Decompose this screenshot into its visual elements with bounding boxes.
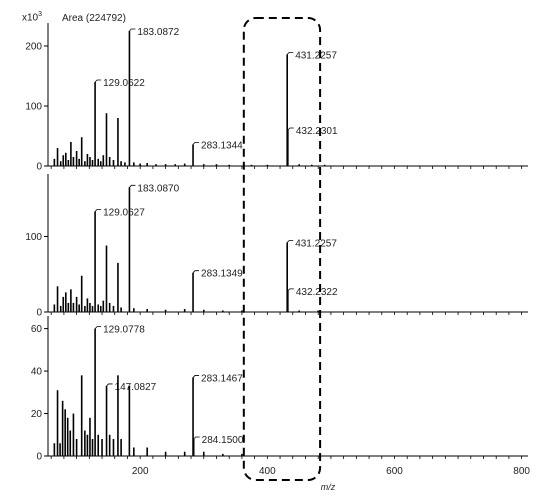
peak-label-leader: [94, 326, 102, 329]
y-tick-label: 200: [25, 42, 42, 53]
peak-label-leader: [129, 184, 136, 188]
peak-label-leader: [94, 79, 102, 83]
y-tick-label: 0: [36, 452, 42, 463]
peak-label-leader: [287, 288, 294, 292]
y-scale-label: x103: [22, 11, 42, 23]
x-axis-label: m/z: [321, 482, 336, 492]
peak-label: 283.1349: [201, 269, 243, 280]
y-tick-label: 0: [36, 162, 42, 173]
peak-label-leader: [287, 127, 294, 131]
y-tick-label: 100: [25, 102, 42, 113]
x-tick-label: 600: [386, 466, 403, 477]
peak-label: 431.2257: [295, 50, 337, 61]
x-tick-label: 200: [132, 466, 149, 477]
y-tick-label: 20: [31, 409, 43, 420]
peak-label: 283.1344: [201, 140, 243, 151]
peak-label-leader: [192, 141, 200, 145]
y-scale-exponent: 3: [38, 11, 43, 18]
peak-label-leader: [286, 52, 294, 55]
peak-label: 431.2257: [295, 238, 337, 249]
highlight-box: [242, 17, 322, 481]
peak-label: 432.2322: [296, 287, 338, 298]
x-tick-label: 800: [513, 466, 530, 477]
peak-label: 283.1467: [201, 373, 243, 384]
y-tick-label: 60: [31, 324, 43, 335]
peak-label-leader: [94, 209, 102, 212]
y-scale-base: x10: [22, 12, 39, 24]
peak-label: 183.0872: [137, 27, 179, 38]
peak-label: 129.0778: [103, 325, 145, 336]
peak-label-leader: [286, 240, 294, 243]
peak-label: 183.0870: [137, 183, 179, 194]
peak-label: 129.0627: [103, 208, 145, 219]
peak-label: 284.1500: [202, 435, 244, 446]
peak-label-leader: [193, 436, 200, 440]
peak-label-leader: [192, 375, 200, 378]
area-label: Area (224792): [62, 13, 126, 24]
peak-label: 147.0827: [115, 382, 157, 393]
y-tick-label: 0: [36, 308, 42, 319]
y-tick-label: 40: [31, 367, 43, 378]
y-tick-label: 100: [25, 232, 42, 243]
peak-label-leader: [192, 270, 200, 273]
x-tick-label: 400: [259, 466, 276, 477]
peak-label: 432.2301: [296, 126, 338, 137]
peak-label-leader: [129, 28, 136, 32]
peak-label-leader: [106, 383, 113, 387]
peak-label: 129.0622: [103, 78, 145, 89]
